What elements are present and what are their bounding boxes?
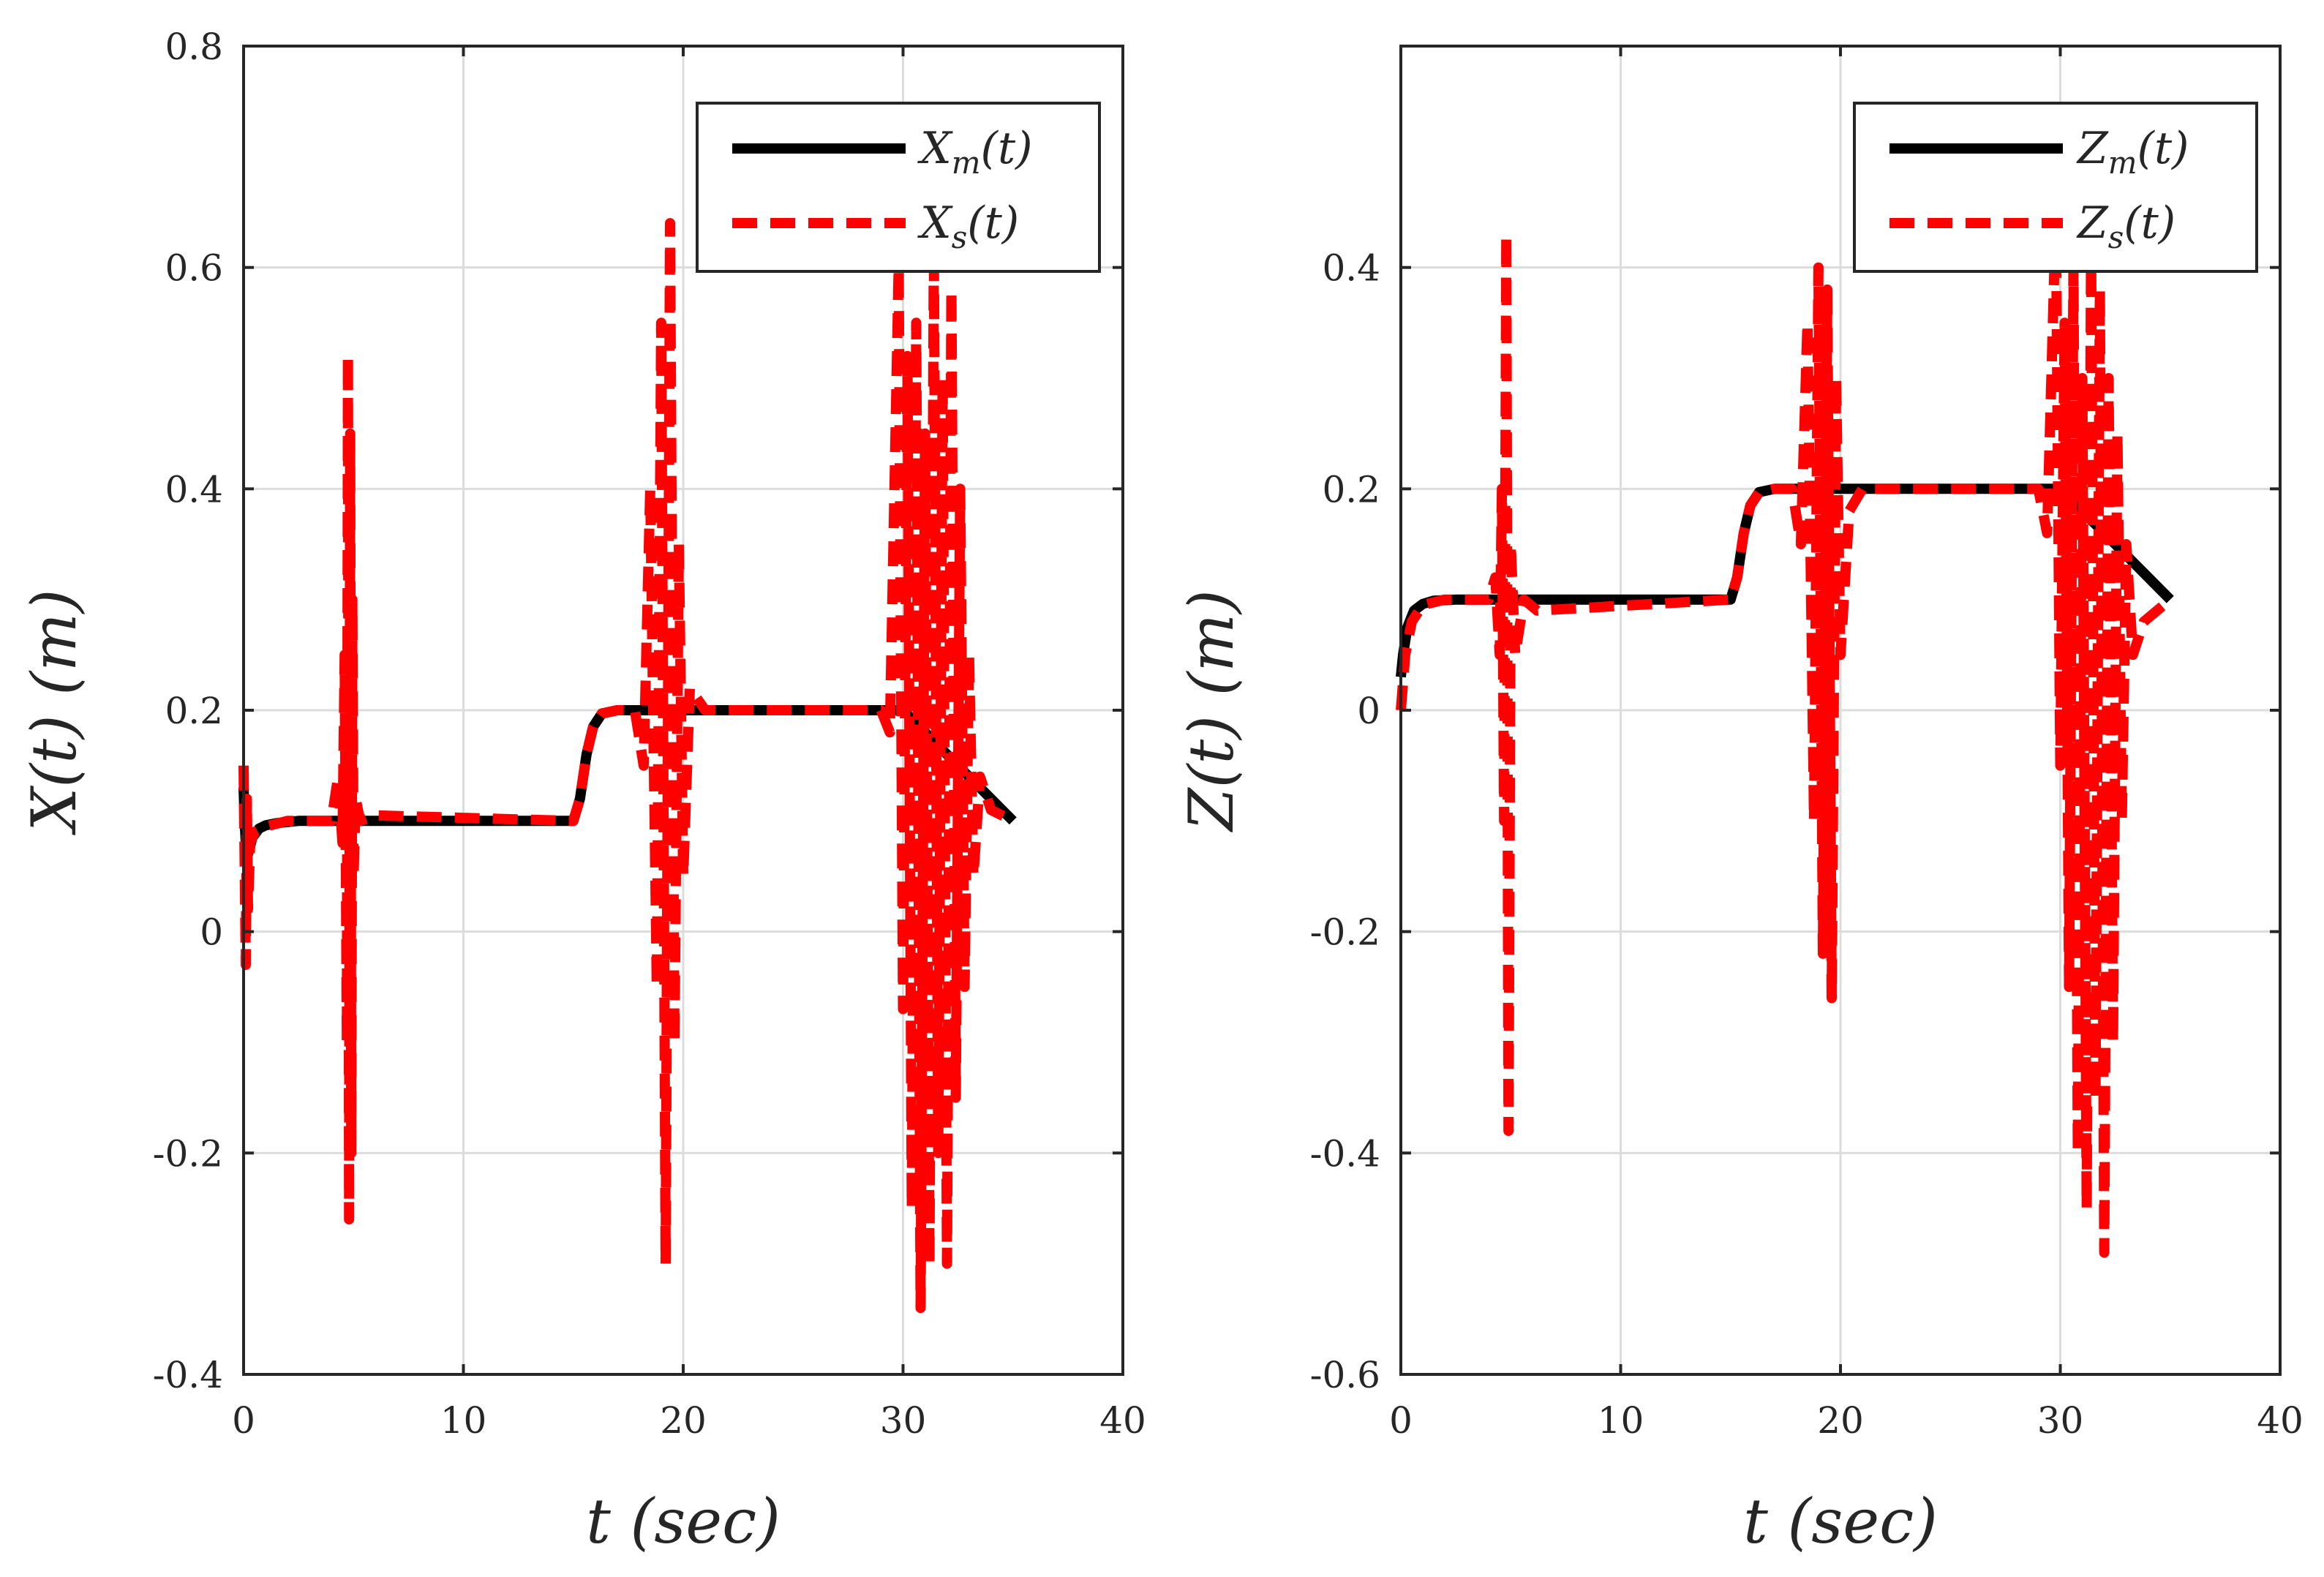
chart-z-x-tick-label: 10 bbox=[1598, 1399, 1644, 1442]
chart-x-y-tick-label: 0.8 bbox=[165, 26, 223, 68]
chart-x-y-tick-label: -0.4 bbox=[153, 1354, 223, 1396]
chart-z-y-tick-label: 0.4 bbox=[1322, 247, 1380, 290]
chart-z-legend-box bbox=[1853, 102, 2258, 273]
chart-z-y-tick-label: 0 bbox=[1357, 690, 1380, 732]
chart-z-legend: Zm(t) Zs(t) bbox=[1853, 102, 2258, 273]
chart-z-plot-frame bbox=[1399, 45, 2282, 1376]
chart-x-x-tick-label: 30 bbox=[880, 1399, 927, 1442]
chart-z-x-tick-label: 40 bbox=[2257, 1399, 2304, 1442]
chart-x-y-tick-label: 0 bbox=[200, 911, 223, 954]
chart-z-x-tick-label: 30 bbox=[2037, 1399, 2084, 1442]
chart-x-y-tick-label: 0.6 bbox=[165, 247, 223, 290]
chart-x-x-tick-label: 0 bbox=[232, 1399, 255, 1442]
chart-x-legend-label-s: Xs(t) bbox=[917, 197, 1019, 255]
chart-z-x-tick-label: 0 bbox=[1389, 1399, 1413, 1442]
chart-x-y-tick-label: 0.2 bbox=[165, 690, 223, 732]
chart-x-x-tick-label: 40 bbox=[1099, 1399, 1146, 1442]
chart-x-plot-frame bbox=[242, 45, 1124, 1376]
chart-x-x-tick-label: 20 bbox=[660, 1399, 707, 1442]
chart-x-x-axis-label: t (sec) bbox=[586, 1486, 781, 1557]
chart-x-y-tick-label: 0.4 bbox=[165, 468, 223, 511]
chart-z-x-tick-label: 20 bbox=[1817, 1399, 1864, 1442]
chart-z-legend-label-s: Zs(t) bbox=[2076, 197, 2176, 255]
chart-x-legend: Xm(t) Xs(t) bbox=[696, 102, 1101, 273]
chart-z-y-tick-label: -0.2 bbox=[1310, 911, 1380, 954]
chart-x-y-tick-label: -0.2 bbox=[153, 1132, 223, 1175]
chart-z-group: 0 10 20 30 40 -0.6 -0.4 -0.2 0 0.2 0.4 t (sec) Z(t) … bbox=[1176, 45, 2304, 1557]
chart-x-x-tick-label: 10 bbox=[440, 1399, 487, 1442]
chart-x-legend-label-m: Xm(t) bbox=[917, 123, 1032, 181]
chart-z-y-axis-label: Z(t) (m) bbox=[1176, 590, 1247, 833]
chart-z-x-axis-label: t (sec) bbox=[1743, 1486, 1938, 1557]
chart-z-y-tick-label: 0.2 bbox=[1322, 468, 1380, 511]
chart-x-y-axis-label: X(t) (m) bbox=[18, 590, 90, 836]
chart-z-y-tick-label: -0.6 bbox=[1310, 1354, 1380, 1396]
chart-z-series-slave-line bbox=[1396, 207, 2174, 1258]
chart-z-y-tick-label: -0.4 bbox=[1310, 1132, 1380, 1175]
chart-z-legend-label-m: Zm(t) bbox=[2076, 123, 2189, 181]
chart-x-series-slave-line bbox=[238, 218, 1015, 1314]
chart-x-group: 0 10 20 30 40 -0.4 -0.2 0 0.2 0.4 0.6 0.8 t (sec) X(t… bbox=[18, 26, 1146, 1557]
chart-x-legend-box bbox=[696, 102, 1101, 273]
